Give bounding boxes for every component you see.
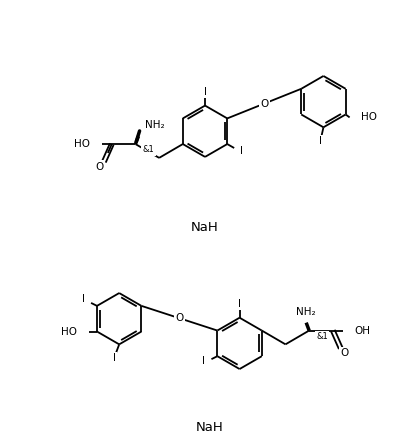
Text: I: I — [203, 87, 206, 97]
Text: &1: &1 — [316, 332, 328, 341]
Text: O: O — [260, 99, 269, 109]
Text: OH: OH — [354, 326, 371, 336]
Text: NaH: NaH — [196, 421, 224, 434]
Text: I: I — [202, 356, 205, 366]
Text: NH₂: NH₂ — [146, 120, 165, 130]
Text: O: O — [175, 313, 183, 323]
Text: I: I — [82, 294, 85, 304]
Text: NH₂: NH₂ — [296, 307, 316, 317]
Text: O: O — [341, 348, 349, 358]
Text: I: I — [238, 299, 241, 309]
Text: HO: HO — [362, 113, 377, 122]
Text: I: I — [113, 353, 116, 363]
Text: HO: HO — [61, 327, 77, 336]
Text: O: O — [96, 162, 104, 172]
Text: &1: &1 — [142, 146, 154, 154]
Text: I: I — [240, 146, 243, 156]
Text: I: I — [319, 136, 322, 146]
Text: NaH: NaH — [191, 222, 219, 235]
Text: HO: HO — [74, 139, 90, 149]
